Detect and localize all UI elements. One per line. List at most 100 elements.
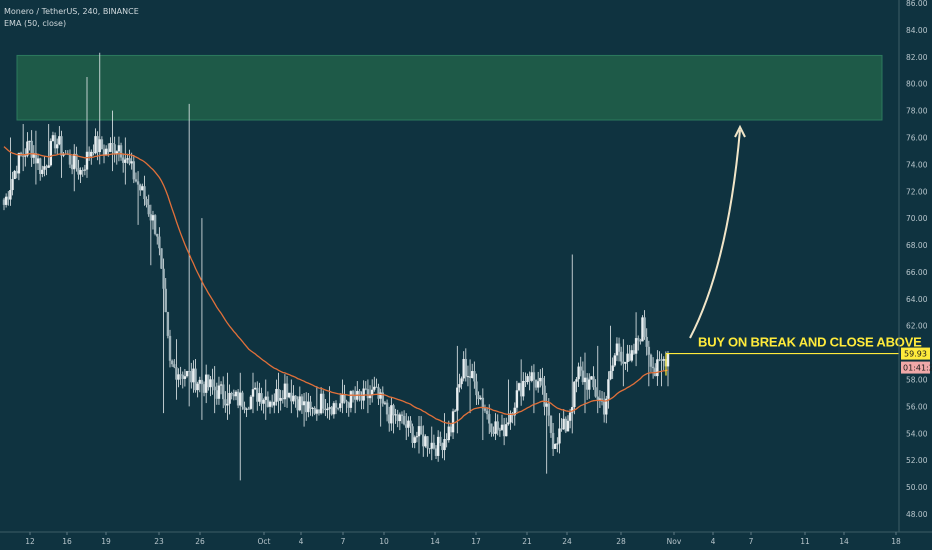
candle-body (558, 428, 561, 444)
candle-body (381, 392, 385, 404)
candle-body (230, 393, 233, 395)
candle-body (594, 387, 597, 397)
candle-body (56, 144, 59, 149)
candle-body (502, 424, 506, 437)
candle-body (192, 368, 195, 383)
candle-body (166, 312, 170, 336)
candle-body (143, 186, 146, 200)
candle-body (115, 151, 118, 155)
candle-body (579, 366, 582, 371)
candle-body (562, 418, 565, 430)
candle-body (298, 396, 302, 411)
candle-body (405, 424, 408, 428)
candle-body (232, 394, 236, 397)
candle-body (460, 378, 463, 385)
candle-body (481, 397, 485, 409)
candle-body (413, 437, 416, 443)
candle-body (419, 426, 423, 435)
candle-body (436, 436, 440, 456)
candle-body (545, 403, 548, 407)
ema-line (3, 146, 669, 425)
x-tick-label: 18 (891, 537, 901, 546)
candle-body (224, 399, 227, 406)
candle-body (287, 392, 291, 398)
time-axis[interactable]: 12 16 19 23 26 Oct 4 7 10 14 17 21 24 28 Nov 4 7 11 14 18 (25, 532, 901, 546)
y-tick-label: 82.00 (906, 53, 928, 62)
candle-body (134, 179, 138, 182)
candle-body (400, 414, 404, 417)
candle-body (200, 379, 204, 385)
y-tick-label: 62.00 (906, 322, 928, 331)
y-tick-label: 64.00 (906, 295, 928, 304)
candle-body (568, 412, 572, 421)
candle-body (556, 443, 559, 445)
candle-body (370, 389, 374, 396)
candle-body (443, 439, 446, 451)
candle-body (87, 151, 91, 157)
candle-body (290, 392, 293, 402)
candle-body (21, 155, 25, 157)
candle-body (415, 436, 419, 438)
candle-body (4, 196, 8, 205)
candle-body (564, 418, 568, 432)
candle-body (619, 351, 623, 362)
candle-body (575, 379, 578, 382)
x-tick-label: Nov (667, 537, 682, 546)
candle-body (660, 359, 663, 361)
candle-body (596, 396, 599, 400)
candle-body (417, 426, 421, 437)
candle-body (536, 381, 540, 388)
candle-body (509, 413, 512, 423)
y-tick-label: 66.00 (906, 268, 928, 277)
candle-body (24, 155, 27, 157)
candle-body (177, 374, 180, 380)
candle-body (351, 391, 355, 397)
candle-body (488, 414, 491, 424)
candle-body (175, 367, 178, 380)
candle-body (141, 186, 144, 191)
candle-body (366, 389, 370, 399)
candle-body (522, 380, 525, 397)
candle-body (139, 184, 142, 191)
candle-body (517, 383, 521, 391)
candle-body (315, 409, 319, 414)
projection-arrow[interactable] (689, 129, 741, 339)
annotation-text[interactable]: BUY ON BREAK AND CLOSE ABOVE (698, 335, 922, 350)
candle-body (173, 364, 176, 368)
candle-body (513, 407, 516, 416)
candle-body (26, 141, 29, 156)
candle-body (11, 179, 14, 191)
candle-body (307, 401, 310, 413)
candle-body (492, 432, 495, 434)
candle-body (275, 388, 278, 402)
candle-body (634, 338, 638, 354)
candle-body (592, 376, 595, 388)
candle-body (581, 370, 585, 383)
x-tick-label: 4 (299, 537, 304, 546)
x-tick-label: 4 (711, 537, 716, 546)
candle-body (622, 361, 625, 364)
candle-body (358, 390, 361, 396)
x-tick-label: 21 (522, 537, 532, 546)
candle-body (96, 136, 99, 153)
resistance-zone[interactable] (16, 54, 883, 121)
candle-body (483, 408, 487, 411)
candle-body (228, 393, 231, 404)
candle-body (302, 401, 306, 406)
y-tick-label: 78.00 (906, 107, 928, 116)
candle-body (183, 376, 187, 379)
candle-body (294, 395, 297, 400)
candle-body (473, 371, 476, 382)
candle-body (666, 353, 670, 367)
candle-body (128, 158, 131, 164)
candle-body (388, 414, 391, 424)
candle-body (368, 395, 372, 399)
candle-body (156, 233, 159, 237)
candle-body (324, 408, 327, 411)
candle-body (245, 408, 248, 410)
chart-legend[interactable]: Monero / TetherUS, 240, BINANCE EMA (50,… (4, 6, 139, 30)
candle-body (296, 399, 299, 411)
candle-body (43, 166, 46, 170)
